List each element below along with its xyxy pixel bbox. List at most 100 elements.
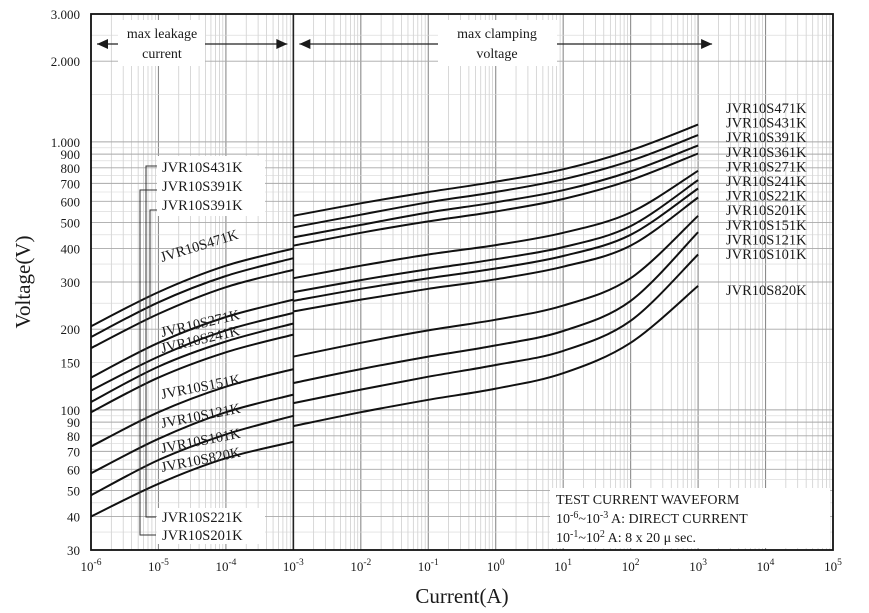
x-axis-title: Current(A) xyxy=(415,584,508,608)
callout-leader xyxy=(139,189,158,500)
series-leakage-jvr10s241k xyxy=(90,311,294,392)
note-part: 10 xyxy=(556,512,570,527)
x-tick-label: 10-6 xyxy=(81,558,102,574)
right-label: JVR10S221K xyxy=(726,189,807,205)
x-tick-label: 101 xyxy=(554,558,572,574)
tick-exponent: -1 xyxy=(431,558,439,568)
y-tick-label: 30 xyxy=(67,543,80,558)
callout-leader xyxy=(149,209,158,318)
x-tick-label: 102 xyxy=(622,558,640,574)
series-leakage-jvr10s151k xyxy=(90,368,294,448)
tick-base: 10 xyxy=(215,559,228,574)
series-leakage-jvr10s391k xyxy=(90,268,294,349)
tick-base: 10 xyxy=(350,559,363,574)
tick-base: 10 xyxy=(689,559,702,574)
tick-exponent: 3 xyxy=(702,558,707,568)
note-part: 10 xyxy=(586,531,600,546)
tick-base: 10 xyxy=(757,559,770,574)
series-leakage-jvr10s431k xyxy=(90,257,294,338)
y-tick-label: 300 xyxy=(61,275,81,290)
right-label: JVR10S101K xyxy=(726,247,807,263)
y-tick-label: 900 xyxy=(61,147,81,162)
tick-exponent: -3 xyxy=(296,558,304,568)
callout-leader xyxy=(145,165,158,480)
callout-box xyxy=(157,508,265,544)
region-arrow-right xyxy=(701,39,713,49)
series-leakage-jvr10s121k xyxy=(90,393,294,475)
y-tick-label: 80 xyxy=(67,429,80,444)
y-tick-label: 200 xyxy=(61,322,81,337)
series-clamping-jvr10s431k xyxy=(293,134,699,229)
series-clamping-jvr10s271k xyxy=(293,169,699,280)
x-tick-label: 10-1 xyxy=(418,558,439,574)
y-tick-label: 70 xyxy=(67,444,80,459)
tick-base: 10 xyxy=(148,559,161,574)
tick-base: 10 xyxy=(824,559,837,574)
right-label: JVR10S151K xyxy=(726,218,807,234)
note-line-line2: 10-1~102 A: 8 x 20 μ sec. xyxy=(556,529,696,546)
y-tick-label: 3.000 xyxy=(51,7,80,22)
left-callout-label: JVR10S391K xyxy=(162,198,243,214)
callout-leader xyxy=(145,480,156,518)
tick-exponent: 4 xyxy=(770,558,775,568)
x-tick-label: 10-3 xyxy=(283,558,304,574)
right-label: JVR10S820K xyxy=(726,283,807,299)
series-clamping-jvr10s221k xyxy=(293,187,699,302)
right-label: JVR10S361K xyxy=(726,145,807,161)
region-arrow-right xyxy=(276,39,288,49)
region-arrow-left xyxy=(299,39,311,49)
callout-leader xyxy=(139,500,156,536)
series-clamping-jvr10s391k xyxy=(293,144,699,239)
x-tick-label: 10-2 xyxy=(350,558,371,574)
y-tick-label: 2.000 xyxy=(51,54,80,69)
y-tick-label: 100 xyxy=(61,403,81,418)
left-callout-label: JVR10S201K xyxy=(162,528,243,544)
note-part: 10 xyxy=(586,512,600,527)
note-part: -3 xyxy=(600,510,608,521)
y-tick-label: 90 xyxy=(67,415,80,430)
inline-series-label: JVR10S151K xyxy=(160,372,243,403)
series-labels: JVR10S471KJVR10S431KJVR10S391KJVR10S361K… xyxy=(139,101,807,544)
y-tick-label: 60 xyxy=(67,462,80,477)
tick-exponent: -2 xyxy=(363,558,371,568)
region-label-box xyxy=(438,20,557,66)
region-label-leakage-line1: max leakage xyxy=(127,27,197,42)
series-clamping-jvr10s820k xyxy=(293,285,699,428)
tick-base: 10 xyxy=(487,559,500,574)
note-part: -6 xyxy=(570,510,578,521)
right-label: JVR10S471K xyxy=(726,101,807,117)
region-label-clamping-line2: voltage xyxy=(476,47,517,62)
region-label-leakage-line2: current xyxy=(142,47,182,62)
note-part: 2 xyxy=(600,529,605,540)
right-label: JVR10S121K xyxy=(726,232,807,248)
series-leakage-jvr10s471k xyxy=(90,247,294,328)
note-part: ~ xyxy=(578,531,586,546)
right-label: JVR10S391K xyxy=(726,130,807,146)
note-box xyxy=(550,488,830,548)
axes: 10-6 10-5 10-4 10-3 10-2 10-1 100 101 102 103 104 1… xyxy=(11,7,842,608)
tick-exponent: -5 xyxy=(161,558,169,568)
y-tick-label: 1.000 xyxy=(51,135,80,150)
series-curves xyxy=(90,123,699,518)
left-callout-label: JVR10S431K xyxy=(162,160,243,176)
region-label-clamping-line1: max clamping xyxy=(457,27,537,42)
left-callout-label: JVR10S221K xyxy=(162,510,243,526)
x-tick-label: 10-5 xyxy=(148,558,169,574)
note-part: 10 xyxy=(556,531,570,546)
series-clamping-jvr10s121k xyxy=(293,231,699,384)
tick-exponent: 2 xyxy=(635,558,640,568)
right-label: JVR10S271K xyxy=(726,159,807,175)
right-label: JVR10S201K xyxy=(726,203,807,219)
series-clamping-jvr10s241k xyxy=(293,179,699,294)
series-leakage-jvr10s101k xyxy=(90,414,294,497)
tick-exponent: 0 xyxy=(500,558,505,568)
region-label-box xyxy=(118,20,205,66)
series-leakage-jvr10s201k xyxy=(90,333,294,414)
y-tick-label: 400 xyxy=(61,242,81,257)
x-tick-label: 10-4 xyxy=(215,558,236,574)
note-line-line1: 10-6~10-3 A: DIRECT CURRENT xyxy=(556,510,748,527)
y-axis-title: Voltage(V) xyxy=(11,236,35,329)
callout-box xyxy=(157,156,265,216)
tick-exponent: 1 xyxy=(567,558,572,568)
